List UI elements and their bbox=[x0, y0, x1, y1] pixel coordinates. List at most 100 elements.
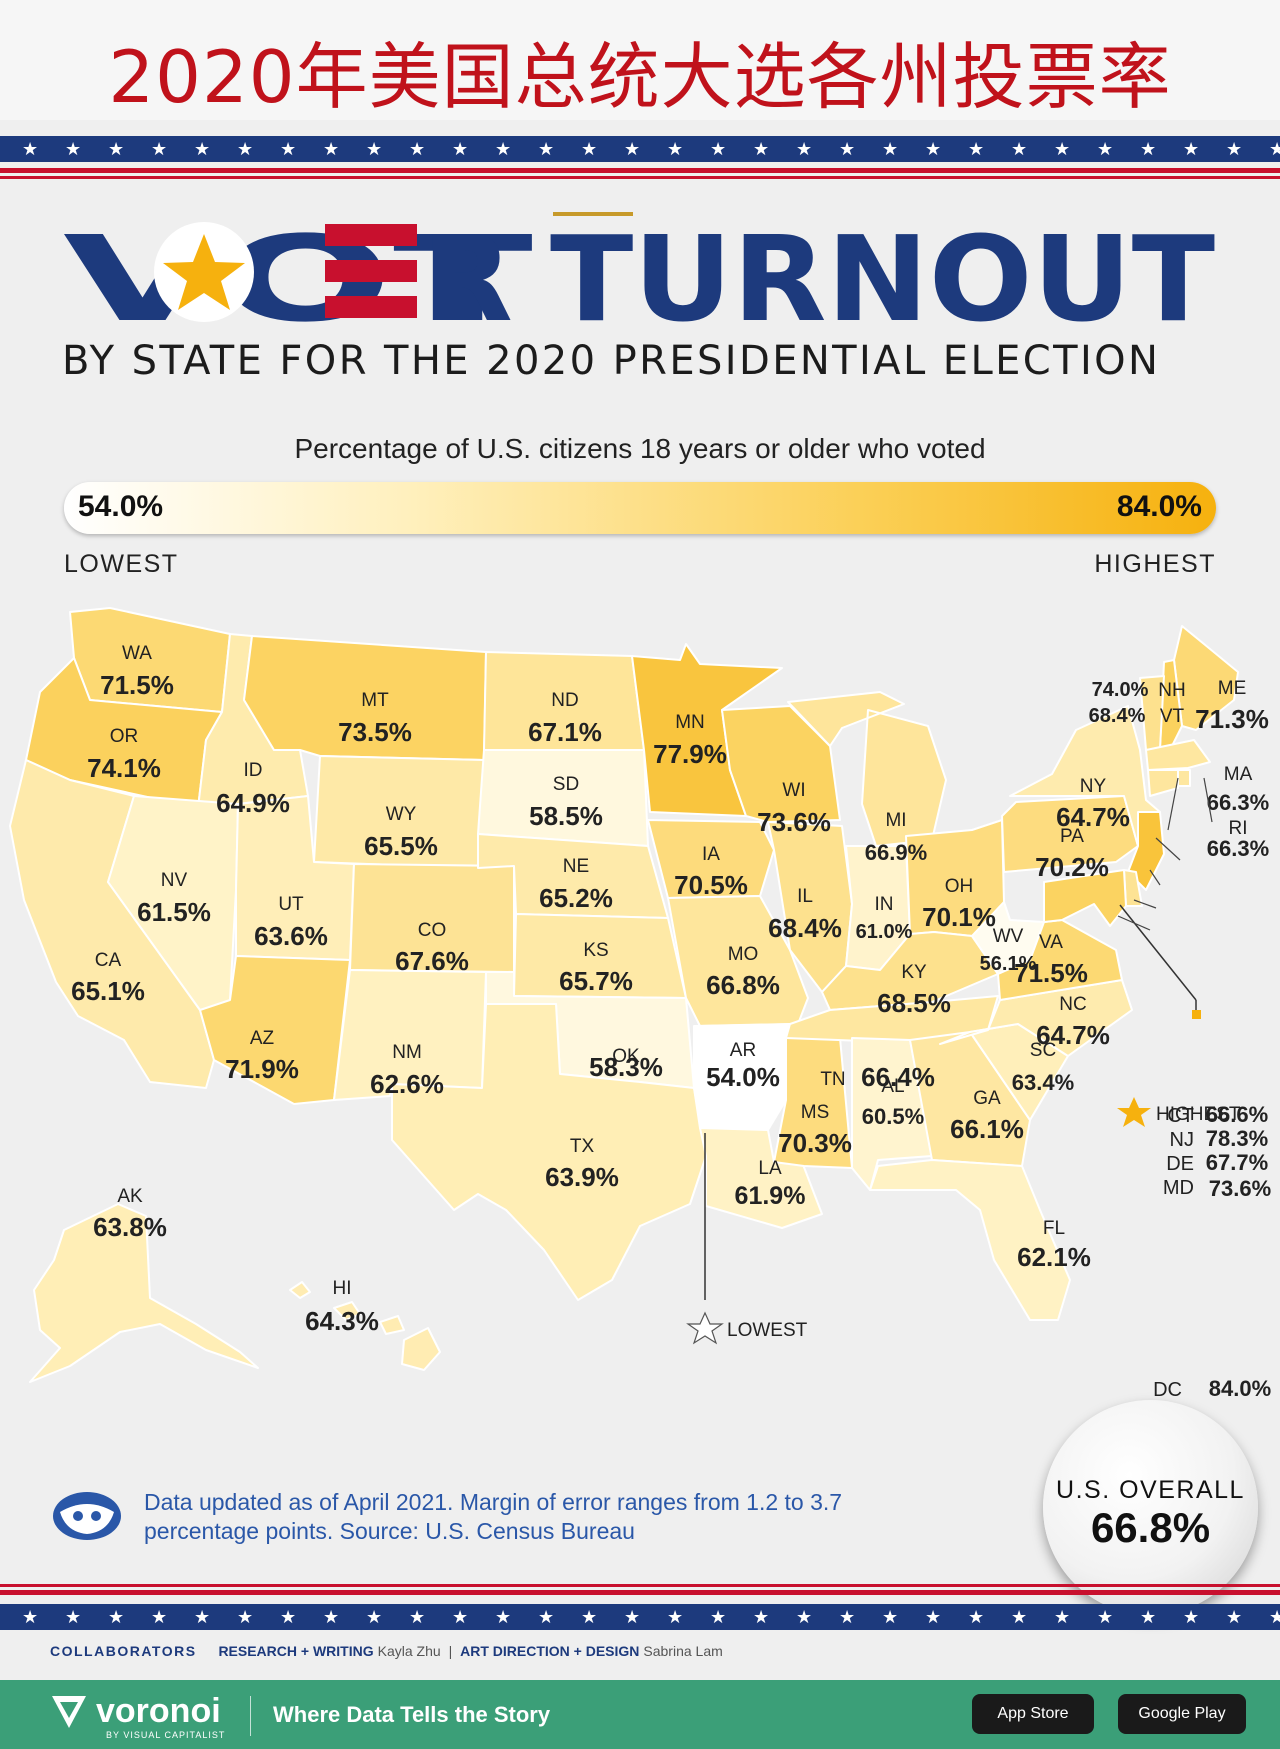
band-star-icon: ★ bbox=[1011, 139, 1028, 159]
state-label-ky: KY bbox=[901, 962, 927, 983]
state-label-vt: VT bbox=[1160, 706, 1185, 727]
band-star-icon: ★ bbox=[22, 1607, 39, 1627]
band-star-icon: ★ bbox=[925, 139, 942, 159]
state-label-wi: WI bbox=[782, 780, 805, 801]
state-label-nj: NJ bbox=[1170, 1129, 1194, 1151]
state-CT bbox=[1147, 769, 1179, 797]
band-star-icon: ★ bbox=[237, 139, 254, 159]
google-play-button[interactable]: Google Play bbox=[1118, 1694, 1246, 1734]
headline: VOT R TURNOUT bbox=[63, 212, 1215, 332]
band-star-icon: ★ bbox=[452, 139, 469, 159]
state-label-tn: TN bbox=[820, 1069, 845, 1090]
state-label-la: LA bbox=[758, 1158, 782, 1179]
band-star-icon: ★ bbox=[65, 1607, 82, 1627]
state-label-or: OR bbox=[110, 726, 139, 747]
band-star-icon: ★ bbox=[1011, 1607, 1028, 1627]
state-label-ne: NE bbox=[563, 856, 589, 877]
ballot-box-slot-icon bbox=[553, 212, 633, 216]
state-label-al: AL bbox=[881, 1076, 904, 1097]
state-label-md: MD bbox=[1163, 1177, 1194, 1199]
design-name: Sabrina Lam bbox=[643, 1643, 723, 1659]
band-star-icon: ★ bbox=[882, 1607, 899, 1627]
collaborators-label: COLLABORATORS bbox=[50, 1643, 197, 1659]
band-star-icon: ★ bbox=[1183, 1607, 1200, 1627]
state-value-al: 60.5% bbox=[862, 1104, 924, 1129]
us-overall-badge: U.S. OVERALL 66.8% bbox=[1043, 1400, 1258, 1615]
band-star-icon: ★ bbox=[1140, 139, 1157, 159]
state-label-mo: MO bbox=[728, 944, 759, 965]
highest-star-icon bbox=[1117, 1097, 1151, 1127]
research-name: Kayla Zhu bbox=[377, 1643, 441, 1659]
state-value-sc: 63.4% bbox=[1012, 1070, 1074, 1095]
state-label-ca: CA bbox=[95, 950, 122, 971]
state-MD bbox=[1043, 869, 1127, 927]
state-value-ga: 66.1% bbox=[950, 1114, 1024, 1144]
subtitle: BY STATE FOR THE 2020 PRESIDENTIAL ELECT… bbox=[62, 338, 1161, 384]
state-value-ok: 58.3% bbox=[589, 1052, 663, 1082]
band-star-icon: ★ bbox=[1226, 139, 1243, 159]
state-label-wy: WY bbox=[386, 804, 417, 825]
state-label-ak: AK bbox=[117, 1186, 143, 1207]
state-HI bbox=[289, 1281, 441, 1371]
band-star-icon: ★ bbox=[753, 139, 770, 159]
band-star-icon: ★ bbox=[1140, 1607, 1157, 1627]
state-value-va: 71.5% bbox=[1014, 958, 1088, 988]
state-label-sd: SD bbox=[553, 774, 579, 795]
state-label-hi: HI bbox=[333, 1278, 352, 1299]
research-label: RESEARCH + WRITING bbox=[218, 1643, 374, 1659]
band-star-icon: ★ bbox=[151, 1607, 168, 1627]
state-value-de: 67.7% bbox=[1206, 1150, 1268, 1175]
band-star-icon: ★ bbox=[1054, 139, 1071, 159]
credits-separator: | bbox=[448, 1643, 453, 1659]
state-label-de: DE bbox=[1166, 1153, 1194, 1175]
state-label-oh: OH bbox=[945, 876, 974, 897]
legend-high-label: HIGHEST bbox=[1094, 550, 1216, 578]
state-label-wv: WV bbox=[993, 926, 1024, 947]
band-star-icon: ★ bbox=[1226, 1607, 1243, 1627]
dc-callout: HIGHEST bbox=[1117, 904, 1241, 1127]
state-value-me: 71.3% bbox=[1195, 704, 1269, 734]
band-star-icon: ★ bbox=[1097, 139, 1114, 159]
state-LA bbox=[699, 1127, 823, 1229]
band-star-icon: ★ bbox=[710, 139, 727, 159]
state-value-hi: 64.3% bbox=[305, 1306, 379, 1336]
red-stripe-bottom-2 bbox=[0, 1584, 1280, 1587]
brand-byline: BY VISUAL CAPITALIST bbox=[106, 1730, 226, 1740]
us-turnout-map: WA 71.5% OR 74.1% CA 65.1% ID 64.9% NV 61.5% MT 73.… bbox=[9, 607, 1271, 1401]
state-RI bbox=[1177, 769, 1191, 787]
state-MA bbox=[1145, 739, 1211, 771]
gold-star-icon bbox=[163, 234, 245, 310]
state-label-nc: NC bbox=[1059, 994, 1086, 1015]
band-star-icon: ★ bbox=[323, 139, 340, 159]
state-value-ct: 66.6% bbox=[1206, 1102, 1268, 1127]
band-star-icon: ★ bbox=[882, 139, 899, 159]
state-label-nh: NH bbox=[1158, 680, 1185, 701]
band-star-icon: ★ bbox=[710, 1607, 727, 1627]
design-label: ART DIRECTION + DESIGN bbox=[460, 1643, 640, 1659]
app-store-button[interactable]: App Store bbox=[972, 1694, 1094, 1734]
state-WI bbox=[721, 705, 841, 823]
band-star-icon: ★ bbox=[452, 1607, 469, 1627]
state-value-vt: 68.4% bbox=[1089, 705, 1146, 727]
dc-marker bbox=[1192, 1010, 1201, 1019]
headline-word-turnout: TURNOUT bbox=[550, 212, 1215, 332]
band-star-icon: ★ bbox=[538, 139, 555, 159]
band-star-icon: ★ bbox=[1054, 1607, 1071, 1627]
state-value-az: 71.9% bbox=[225, 1054, 299, 1084]
band-star-icon: ★ bbox=[409, 139, 426, 159]
state-value-co: 67.6% bbox=[395, 946, 469, 976]
legend-min-value: 54.0% bbox=[78, 490, 164, 523]
state-value-in: 61.0% bbox=[856, 921, 913, 943]
state-label-id: ID bbox=[244, 760, 263, 781]
ne-leader-lines bbox=[1117, 777, 1213, 931]
state-value-nd: 67.1% bbox=[528, 717, 602, 747]
headline-letter-r: R bbox=[422, 212, 513, 332]
voronoi-logo-icon bbox=[52, 1696, 86, 1728]
state-value-ia: 70.5% bbox=[674, 870, 748, 900]
band-star-icon: ★ bbox=[753, 1607, 770, 1627]
state-value-ar: 54.0% bbox=[706, 1062, 780, 1092]
state-value-dc: 84.0% bbox=[1209, 1376, 1271, 1401]
state-label-wa: WA bbox=[122, 643, 152, 664]
state-value-ks: 65.7% bbox=[559, 966, 633, 996]
band-star-icon: ★ bbox=[538, 1607, 555, 1627]
